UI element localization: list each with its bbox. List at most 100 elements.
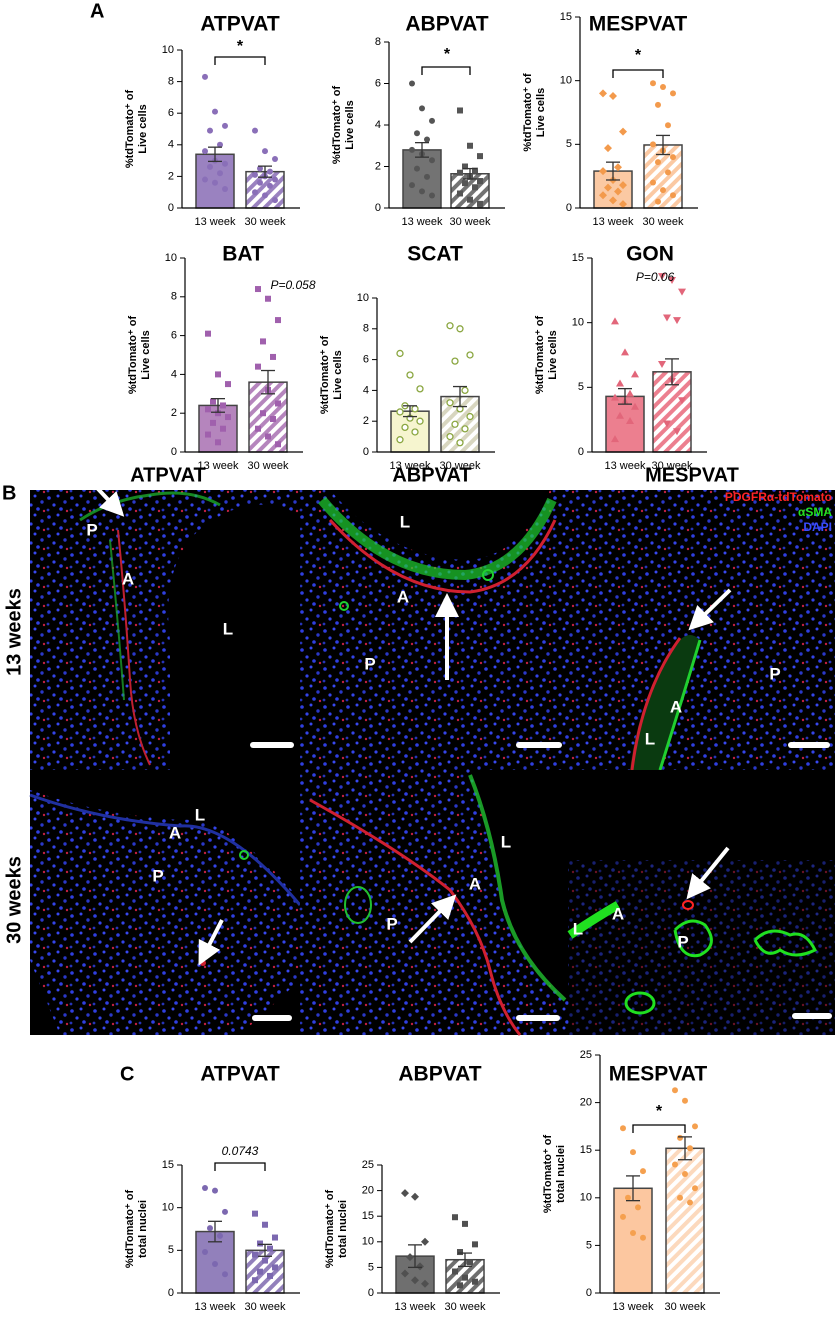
data-point [650,80,656,87]
data-point [650,141,656,148]
data-point [462,1220,468,1227]
y-tick-label: 4 [171,368,177,380]
data-point [411,405,419,413]
legend-label: PDGFRα-tdTomato [725,490,832,504]
data-point [619,127,627,136]
data-point [255,286,261,293]
data-point [640,1234,646,1241]
data-point [456,325,464,333]
data-point [599,89,607,98]
data-point [682,1097,688,1104]
data-point [673,428,681,436]
lumen [470,770,568,1000]
vessel [482,569,494,581]
y-axis-label: Live cells [535,88,547,138]
data-point [217,170,223,177]
bar [613,1187,653,1294]
data-point [604,144,612,153]
data-point [257,179,263,186]
data-point [620,1125,626,1132]
panel-label: B [2,482,16,504]
y-tick-label: 6 [363,354,369,366]
data-point [416,417,424,425]
vessel [79,491,221,522]
vessel [753,929,818,957]
data-point [687,1145,693,1152]
data-point [424,136,430,143]
data-point [472,184,478,191]
significance-bracket [632,1124,686,1133]
data-point [252,171,258,178]
y-tick-label: 0 [586,1287,592,1299]
data-point [611,435,619,443]
x-tick-label: 30 week [248,460,289,472]
x-tick-label: 30 week [643,216,684,228]
y-tick-label: 10 [572,317,584,329]
y-tick-label: 2 [168,170,174,182]
data-point [619,200,627,209]
scale-bar [788,742,830,748]
micrograph [568,860,835,1035]
region-label: L [501,832,511,851]
data-point [609,196,617,205]
data-point [260,410,266,417]
y-axis-label: Live cells [344,100,356,150]
y-tick-label: 15 [580,1144,592,1156]
data-point [462,180,468,187]
region-label: P [677,932,688,951]
x-tick-label: 13 week [605,460,646,472]
data-point [472,167,478,174]
y-axis-label: %tdTomato⁺ of [522,73,534,152]
data-point [466,351,474,359]
data-point [205,406,211,413]
data-point [411,1192,419,1201]
significance-bracket [214,56,266,65]
data-point [461,386,469,395]
background [240,980,300,1035]
data-point [626,416,634,424]
y-tick-label: 5 [578,381,584,393]
data-point [670,90,676,97]
bar-chart: ATPVAT %tdTomato⁺ of total nuclei 0 5 10 15 13 … [124,1063,300,1313]
chart-title: MESPVAT [609,1063,708,1086]
bar-chart: MESPVAT %tdTomato⁺ of total nuclei 0 5 10 15 20… [542,1049,720,1313]
y-tick-label: 20 [580,1097,592,1109]
y-axis-label: %tdTomato⁺ of [124,90,136,169]
y-tick-label: 10 [357,292,369,304]
data-point [457,190,463,197]
y-tick-label: 0 [368,1287,374,1299]
scale-bar [252,1015,292,1021]
data-point [611,393,619,401]
data-point [619,181,627,190]
region-label: A [169,823,181,842]
data-point [687,1199,693,1206]
data-point [635,1204,641,1211]
data-point [409,80,415,87]
data-point [672,1161,678,1168]
y-axis-label: total nuclei [137,1200,149,1258]
data-point [272,1234,278,1241]
panel-label: A [90,0,104,22]
data-point [604,183,612,192]
y-tick-label: 5 [566,138,572,150]
y-tick-label: 5 [586,1239,592,1251]
annotation: * [444,46,451,63]
data-point [452,1214,458,1221]
data-point [401,1269,409,1278]
data-point [421,1237,429,1246]
data-point [272,1264,278,1271]
chart-title: ATPVAT [200,1063,279,1086]
y-axis-label: Live cells [140,330,152,380]
data-point [692,1123,698,1130]
data-point [446,322,454,330]
region-label: A [469,874,481,893]
vessel [624,991,656,1015]
x-tick-label: 30 week [450,216,491,228]
data-point [217,1232,223,1239]
annotation: 0.0743 [222,1144,259,1158]
data-point [457,1249,463,1256]
data-point [270,353,276,360]
data-point [462,1274,468,1281]
x-tick-label: 13 week [402,216,443,228]
arrow [686,846,730,900]
